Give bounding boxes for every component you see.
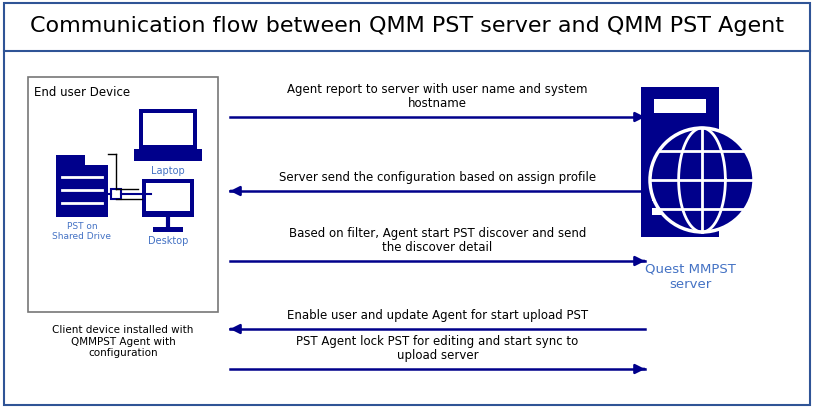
- Text: Desktop: Desktop: [148, 236, 188, 245]
- Text: PST on
Shared Drive: PST on Shared Drive: [52, 221, 112, 241]
- Bar: [28, 78, 218, 312]
- Text: upload server: upload server: [396, 348, 479, 361]
- Bar: [143, 114, 193, 146]
- Bar: [641, 88, 719, 237]
- Bar: [652, 180, 708, 188]
- Text: PST Agent lock PST for editing and start sync to: PST Agent lock PST for editing and start…: [296, 334, 579, 347]
- Bar: [654, 100, 706, 114]
- Bar: [134, 150, 202, 157]
- Circle shape: [650, 129, 754, 232]
- Bar: [56, 155, 85, 168]
- Text: Agent report to server with user name and system: Agent report to server with user name an…: [287, 83, 588, 96]
- Bar: [56, 166, 108, 218]
- Bar: [134, 157, 202, 162]
- Text: Communication flow between QMM PST server and QMM PST Agent: Communication flow between QMM PST serve…: [30, 16, 784, 36]
- Text: Server send the configuration based on assign profile: Server send the configuration based on a…: [279, 171, 596, 184]
- Bar: [142, 180, 194, 218]
- Bar: [111, 189, 121, 200]
- Text: Enable user and update Agent for start upload PST: Enable user and update Agent for start u…: [287, 308, 588, 321]
- Bar: [652, 195, 708, 202]
- Text: Client device installed with
QMMPST Agent with
configuration: Client device installed with QMMPST Agen…: [52, 324, 194, 357]
- Text: Laptop: Laptop: [151, 166, 185, 175]
- Bar: [652, 209, 708, 216]
- Text: Quest MMPST
server: Quest MMPST server: [645, 262, 735, 290]
- Text: the discover detail: the discover detail: [383, 240, 492, 254]
- Bar: [139, 110, 197, 150]
- Text: hostname: hostname: [408, 97, 467, 110]
- Bar: [146, 184, 190, 211]
- Bar: [153, 227, 183, 232]
- Text: End user Device: End user Device: [34, 85, 130, 98]
- Text: Based on filter, Agent start PST discover and send: Based on filter, Agent start PST discove…: [289, 227, 586, 239]
